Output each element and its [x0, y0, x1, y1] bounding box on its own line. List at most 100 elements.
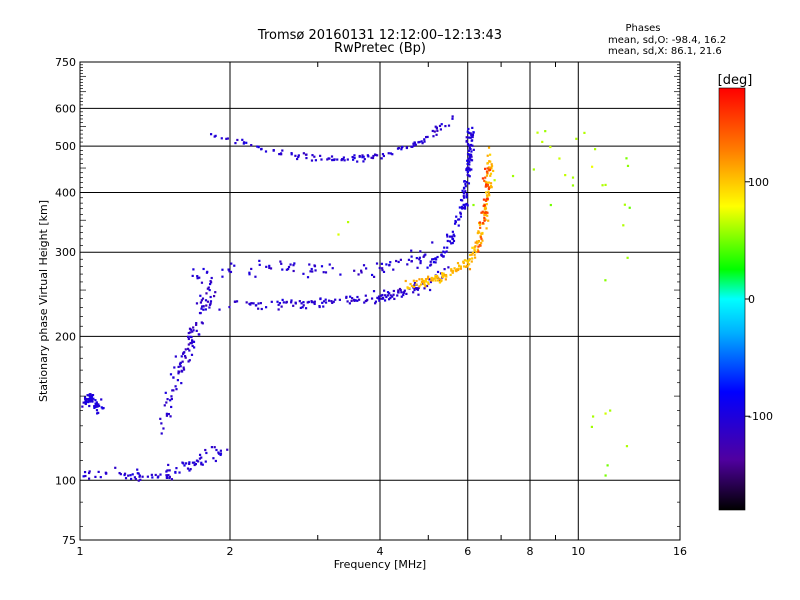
- data-point: [319, 154, 322, 157]
- data-point: [483, 212, 487, 216]
- data-point: [182, 366, 185, 369]
- data-point: [138, 475, 141, 478]
- data-point: [408, 287, 411, 290]
- data-point: [346, 300, 349, 303]
- data-point: [279, 152, 283, 155]
- data-point: [446, 246, 449, 249]
- data-point: [419, 262, 422, 265]
- data-point: [457, 268, 460, 272]
- data-point: [549, 145, 552, 149]
- data-point: [421, 142, 424, 145]
- data-point: [324, 271, 328, 274]
- data-point: [392, 293, 395, 296]
- data-point: [219, 452, 223, 455]
- data-point: [301, 306, 304, 309]
- data-point: [485, 199, 488, 202]
- data-point: [207, 286, 210, 289]
- data-point: [306, 276, 310, 279]
- data-point: [402, 291, 405, 295]
- data-point: [88, 404, 91, 408]
- data-point: [165, 412, 168, 415]
- data-point: [212, 457, 215, 460]
- data-point: [426, 277, 430, 280]
- data-point: [484, 176, 487, 179]
- data-point: [462, 261, 465, 265]
- data-point: [165, 470, 168, 473]
- data-point: [86, 394, 89, 397]
- data-point: [289, 263, 292, 266]
- data-point: [486, 162, 489, 165]
- data-point: [490, 186, 493, 189]
- data-point: [412, 279, 415, 282]
- data-point: [227, 268, 230, 271]
- data-point: [195, 302, 199, 305]
- data-point: [184, 356, 187, 359]
- data-point: [210, 276, 213, 280]
- data-point: [374, 302, 377, 305]
- data-point: [485, 174, 489, 177]
- data-point: [399, 289, 402, 292]
- data-point: [428, 288, 432, 292]
- data-point: [436, 255, 439, 259]
- data-point: [177, 372, 180, 375]
- data-point: [350, 299, 353, 303]
- data-point: [91, 399, 94, 402]
- data-point: [168, 469, 171, 472]
- data-point: [190, 342, 193, 345]
- data-point: [413, 288, 416, 292]
- data-point: [423, 138, 426, 141]
- data-point: [322, 271, 325, 274]
- data-point: [420, 140, 423, 143]
- data-point: [340, 159, 343, 162]
- data-point: [427, 282, 430, 286]
- data-point: [438, 281, 441, 284]
- data-point: [413, 284, 416, 287]
- data-point: [352, 298, 355, 301]
- data-point: [195, 322, 198, 325]
- data-point: [280, 305, 283, 308]
- data-point: [257, 302, 260, 305]
- data-point: [235, 300, 239, 303]
- data-point: [196, 275, 199, 278]
- data-point: [258, 263, 261, 266]
- data-point: [458, 218, 461, 221]
- data-point: [100, 406, 103, 409]
- data-point: [182, 368, 186, 371]
- data-point: [252, 302, 255, 305]
- y-tick-label: 300: [55, 246, 76, 259]
- data-point: [400, 291, 403, 294]
- data-point: [558, 157, 561, 160]
- data-point: [123, 473, 126, 477]
- data-point: [105, 472, 108, 475]
- data-point: [381, 267, 384, 270]
- data-point: [131, 473, 134, 476]
- data-point: [331, 301, 334, 305]
- data-point: [181, 352, 185, 355]
- data-point: [443, 274, 446, 277]
- data-point: [476, 242, 479, 245]
- data-point: [458, 206, 461, 209]
- data-point: [470, 159, 474, 162]
- data-point: [311, 270, 314, 273]
- data-point: [88, 394, 91, 397]
- x-tick-label: 6: [464, 545, 471, 558]
- y-axis-label: Stationary phase Virtual Height [km]: [37, 200, 50, 402]
- data-point: [233, 300, 236, 303]
- data-point: [395, 259, 398, 263]
- data-point: [174, 385, 177, 388]
- data-point: [308, 263, 311, 266]
- data-point: [187, 360, 190, 363]
- data-point: [208, 288, 211, 292]
- data-point: [298, 300, 301, 303]
- data-point: [176, 379, 179, 382]
- data-point: [532, 168, 535, 171]
- data-point: [187, 331, 190, 335]
- data-point: [362, 264, 366, 267]
- data-point: [370, 156, 373, 159]
- data-point: [320, 158, 323, 161]
- data-point: [294, 154, 297, 157]
- data-point: [204, 308, 207, 311]
- colorbar-label: [deg]: [718, 73, 753, 88]
- x-tick-label: 4: [377, 545, 384, 558]
- data-point: [432, 258, 435, 261]
